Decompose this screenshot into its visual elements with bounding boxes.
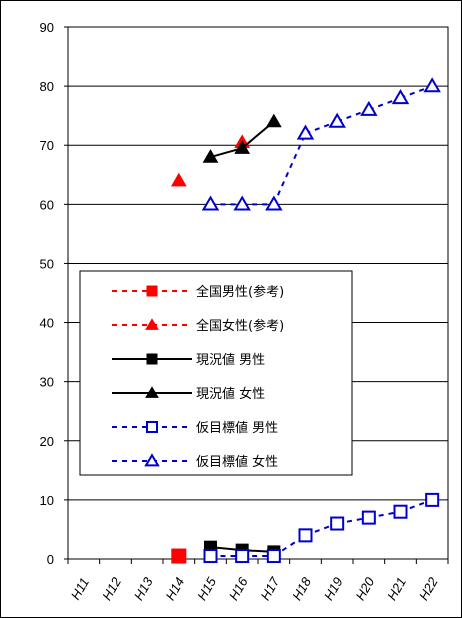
data-point — [361, 510, 376, 525]
y-tick-label: 50 — [40, 256, 54, 271]
legend-box — [79, 270, 353, 476]
y-tick-label: 60 — [40, 197, 54, 212]
data-point — [360, 100, 378, 116]
legend-item: 全国女性(参考) — [112, 318, 284, 334]
series-line — [272, 132, 307, 205]
data-point — [423, 77, 441, 93]
series — [203, 492, 440, 564]
data-point — [235, 549, 250, 564]
data-point — [146, 353, 158, 365]
data-point — [170, 172, 187, 187]
data-point — [296, 124, 315, 140]
data-point — [233, 195, 251, 211]
data-point — [265, 113, 282, 128]
data-point — [391, 89, 410, 105]
data-point — [202, 149, 219, 163]
series-group — [170, 77, 441, 564]
y-tick-label: 30 — [40, 375, 54, 390]
data-point — [393, 504, 408, 519]
data-point — [201, 195, 220, 211]
y-tick-label: 10 — [40, 493, 54, 508]
y-tick-label: 80 — [40, 79, 54, 94]
data-point — [328, 112, 346, 128]
data-point — [425, 492, 440, 507]
data-point — [234, 140, 251, 154]
legend-label: 仮目標値 男性 — [196, 420, 278, 436]
data-point — [171, 548, 187, 564]
y-tick-label: 70 — [40, 138, 54, 153]
legend-label: 仮目標値 女性 — [196, 454, 278, 470]
data-point — [203, 549, 218, 564]
y-tick-label: 90 — [40, 20, 54, 35]
series — [202, 113, 282, 163]
legend-label: 現況値 女性 — [196, 386, 265, 402]
legend-item: 全国男性(参考) — [112, 284, 284, 300]
y-axis-ticks: 0 10 20 30 40 50 60 70 80 90 — [40, 20, 68, 567]
data-point — [265, 195, 283, 211]
data-point — [298, 528, 313, 543]
series — [171, 548, 187, 564]
legend-item: 仮目標値 男性 — [112, 420, 278, 436]
data-point — [266, 549, 281, 564]
data-point — [330, 516, 345, 531]
legend-label: 全国女性(参考) — [196, 318, 284, 334]
data-point — [145, 318, 159, 330]
y-tick-label: 0 — [47, 552, 54, 567]
data-point — [146, 421, 158, 433]
y-tick-label: 40 — [40, 316, 54, 331]
data-point — [146, 285, 158, 297]
legend-label: 全国男性(参考) — [196, 284, 284, 300]
legend-item: 現況値 男性 — [112, 352, 265, 368]
data-point — [145, 386, 159, 398]
legend-item: 仮目標値 女性 — [112, 453, 278, 470]
series — [201, 77, 441, 211]
y-tick-label: 20 — [40, 434, 54, 449]
legend-label: 現況値 男性 — [196, 352, 265, 368]
data-point — [144, 453, 160, 467]
legend-item: 現況値 女性 — [112, 386, 265, 402]
